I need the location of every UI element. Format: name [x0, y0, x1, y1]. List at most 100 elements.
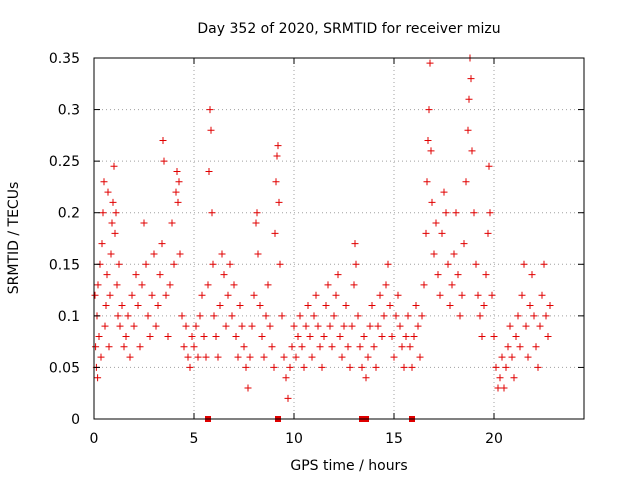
- data-point: [124, 312, 132, 320]
- data-point: [464, 126, 472, 134]
- data-point: [542, 312, 550, 320]
- data-point: [334, 271, 342, 279]
- data-point: [416, 353, 424, 361]
- data-point: [248, 322, 256, 330]
- data-point: [434, 271, 442, 279]
- data-point: [130, 322, 138, 330]
- data-point: [524, 353, 532, 361]
- data-point: [336, 332, 344, 340]
- data-point: [110, 162, 118, 170]
- data-point: [516, 343, 524, 351]
- data-point: [384, 260, 392, 268]
- data-point: [472, 260, 480, 268]
- data-point: [276, 260, 284, 268]
- data-point: [366, 322, 374, 330]
- data-point: [514, 312, 522, 320]
- grid: [94, 58, 584, 419]
- data-point: [218, 250, 226, 258]
- data-point: [310, 312, 318, 320]
- data-point: [498, 353, 506, 361]
- data-point: [304, 302, 312, 310]
- data-point: [188, 332, 196, 340]
- data-point: [376, 291, 384, 299]
- y-tick-label: 0.25: [49, 154, 80, 170]
- data-point: [101, 322, 109, 330]
- data-point: [102, 302, 110, 310]
- data-point: [290, 322, 298, 330]
- data-point: [106, 291, 114, 299]
- data-point: [99, 209, 107, 217]
- data-point: [176, 250, 184, 258]
- data-point: [302, 322, 310, 330]
- data-point: [538, 291, 546, 299]
- data-point: [207, 126, 215, 134]
- data-point: [494, 384, 502, 392]
- data-point: [118, 302, 126, 310]
- data-point: [273, 152, 281, 160]
- data-point: [274, 142, 282, 150]
- data-point: [275, 198, 283, 206]
- data-point: [132, 271, 140, 279]
- data-point: [244, 384, 252, 392]
- x-tick-label: 15: [385, 431, 403, 447]
- data-point: [392, 312, 400, 320]
- data-point: [170, 260, 178, 268]
- data-point: [192, 322, 200, 330]
- data-point: [202, 353, 210, 361]
- data-point: [115, 260, 123, 268]
- x-tick-label: 0: [90, 431, 99, 447]
- data-point: [184, 353, 192, 361]
- data-point: [346, 363, 354, 371]
- data-point: [154, 302, 162, 310]
- data-point: [526, 302, 534, 310]
- data-point: [450, 250, 458, 258]
- data-point: [368, 302, 376, 310]
- data-point: [300, 363, 308, 371]
- data-point: [258, 332, 266, 340]
- data-point: [266, 322, 274, 330]
- data-point: [380, 312, 388, 320]
- data-point: [328, 343, 336, 351]
- data-point: [108, 219, 116, 227]
- data-point: [496, 374, 504, 382]
- data-point: [103, 271, 111, 279]
- data-point: [112, 209, 120, 217]
- data-point: [253, 209, 261, 217]
- data-point: [160, 157, 168, 165]
- data-point: [522, 322, 530, 330]
- data-point: [462, 178, 470, 186]
- data-point: [330, 312, 338, 320]
- data-point: [146, 332, 154, 340]
- data-point: [482, 271, 490, 279]
- data-point: [209, 260, 217, 268]
- data-point: [308, 353, 316, 361]
- data-point: [428, 198, 436, 206]
- data-point: [320, 332, 328, 340]
- data-point: [220, 271, 228, 279]
- data-point: [271, 229, 279, 237]
- data-point: [296, 312, 304, 320]
- data-point: [242, 363, 250, 371]
- data-point: [180, 343, 188, 351]
- data-point: [390, 353, 398, 361]
- data-point: [280, 353, 288, 361]
- data-point: [540, 260, 548, 268]
- data-point: [120, 343, 128, 351]
- data-point: [530, 312, 538, 320]
- data-point: [440, 188, 448, 196]
- data-point: [465, 95, 473, 103]
- data-point: [478, 332, 486, 340]
- data-point: [174, 198, 182, 206]
- data-point: [111, 229, 119, 237]
- data-point: [94, 374, 102, 382]
- data-point: [234, 353, 242, 361]
- data-point: [436, 291, 444, 299]
- data-point: [105, 343, 113, 351]
- y-axis: 0 0.05 0.1 0.15 0.2 0.25 0.3 0.35: [49, 51, 584, 428]
- data-point: [200, 332, 208, 340]
- data-point: [338, 353, 346, 361]
- data-point: [272, 178, 280, 186]
- data-point: [456, 312, 464, 320]
- data-point: [388, 332, 396, 340]
- data-point: [158, 240, 166, 248]
